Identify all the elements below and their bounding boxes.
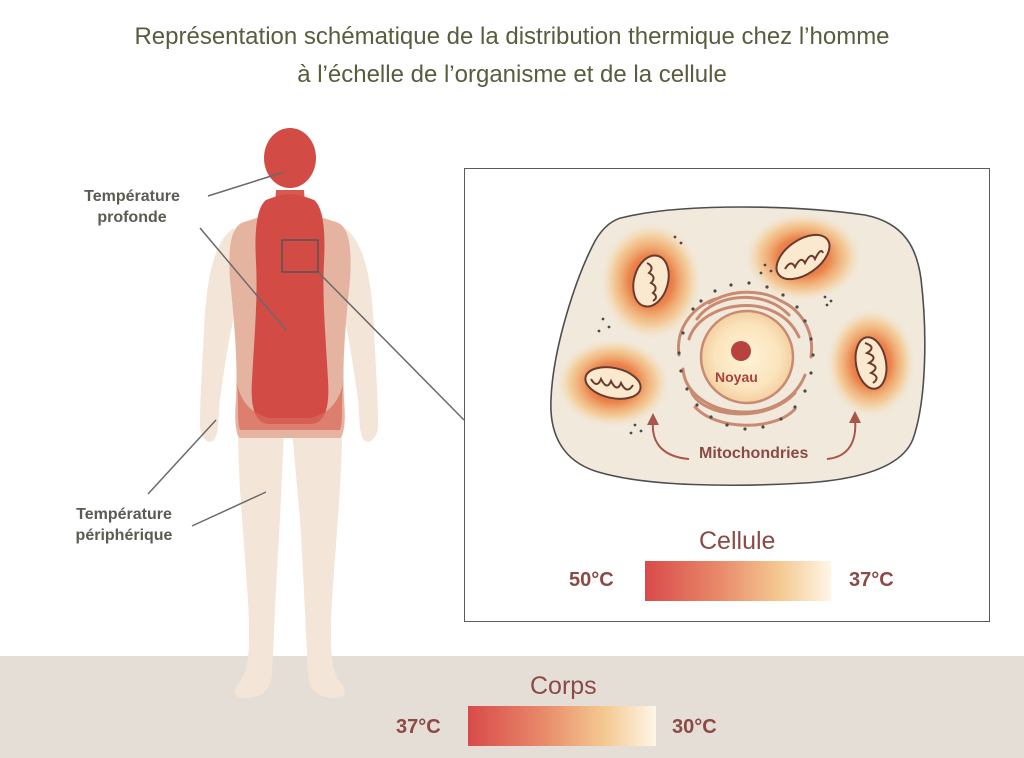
mitochondrion-top-left: [601, 223, 701, 339]
body-scale-hot-value: 37°C: [396, 716, 441, 738]
arrow-left: [651, 420, 690, 460]
body-scale-cool-value: 30°C: [672, 716, 717, 738]
diagram-title: Représentation schématique de la distrib…: [0, 18, 1024, 94]
zoom-square: [281, 239, 319, 273]
deep-temp-leader-torso: [199, 227, 287, 331]
cell-zoom-panel: Noyau Mitochondries Cellule 50°C 37°C: [464, 168, 990, 622]
peripheral-temp-leader-leg: [191, 491, 267, 527]
peripheral-temp-leader-arm: [147, 419, 217, 495]
arrow-left-head: [647, 413, 659, 425]
body-core: [236, 128, 344, 430]
title-line-2: à l’échelle de l’organisme et de la cell…: [297, 61, 727, 88]
deep-temperature-label: Température profonde: [84, 188, 180, 226]
peripheral-temperature-label: Température périphérique: [75, 506, 173, 544]
body-scale-title: Corps: [530, 672, 597, 700]
cell-scale-cool-value: 37°C: [849, 569, 894, 591]
arrow-right-head: [849, 411, 861, 423]
zoom-connector-line: [317, 271, 465, 421]
ribosome-dots: [597, 235, 833, 435]
title-line-1: Représentation schématique de la distrib…: [134, 23, 890, 50]
arrow-right: [826, 418, 857, 460]
nucleolus: [731, 341, 751, 361]
cell-illustration: [550, 206, 926, 487]
mitochondrion-top-right: [745, 213, 861, 301]
mitochondrion-left: [557, 339, 669, 427]
cell-temperature-gradient: [645, 561, 831, 601]
cell-scale-hot-value: 50°C: [569, 569, 614, 591]
nucleus-label: Noyau: [715, 369, 758, 385]
cell-scale-title: Cellule: [699, 527, 776, 555]
mitochondrion-right: [827, 309, 915, 417]
deep-temp-leader-head: [207, 171, 285, 197]
body-temperature-gradient: [468, 706, 656, 746]
mitochondria-label: Mitochondries: [699, 445, 809, 462]
